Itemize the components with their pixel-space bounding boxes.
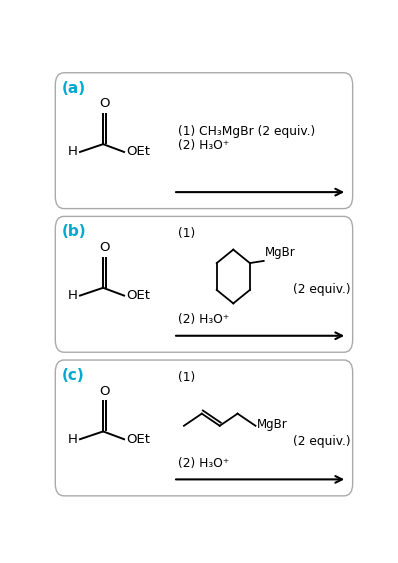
- FancyBboxPatch shape: [55, 360, 353, 496]
- Text: H: H: [68, 145, 78, 158]
- Text: (1): (1): [178, 371, 195, 384]
- Text: (2) H₃O⁺: (2) H₃O⁺: [178, 140, 229, 153]
- Text: OEt: OEt: [127, 289, 150, 302]
- Text: O: O: [99, 97, 109, 110]
- Text: MgBr: MgBr: [265, 245, 296, 259]
- Text: (a): (a): [62, 81, 86, 96]
- Text: (1) CH₃MgBr (2 equiv.): (1) CH₃MgBr (2 equiv.): [178, 124, 315, 137]
- Text: OEt: OEt: [127, 145, 150, 158]
- Text: O: O: [99, 385, 109, 397]
- Text: H: H: [68, 433, 78, 446]
- Text: O: O: [99, 241, 109, 254]
- Text: H: H: [68, 289, 78, 302]
- Text: OEt: OEt: [127, 433, 150, 446]
- Text: (b): (b): [62, 224, 87, 239]
- FancyBboxPatch shape: [55, 216, 353, 352]
- Text: (2) H₃O⁺: (2) H₃O⁺: [178, 313, 229, 326]
- FancyBboxPatch shape: [55, 73, 353, 209]
- Text: (c): (c): [62, 368, 85, 383]
- Text: (2) H₃O⁺: (2) H₃O⁺: [178, 457, 229, 470]
- Text: (1): (1): [178, 227, 195, 240]
- Text: MgBr: MgBr: [258, 418, 288, 431]
- Text: (2 equiv.): (2 equiv.): [293, 435, 351, 448]
- Text: (2 equiv.): (2 equiv.): [293, 283, 351, 296]
